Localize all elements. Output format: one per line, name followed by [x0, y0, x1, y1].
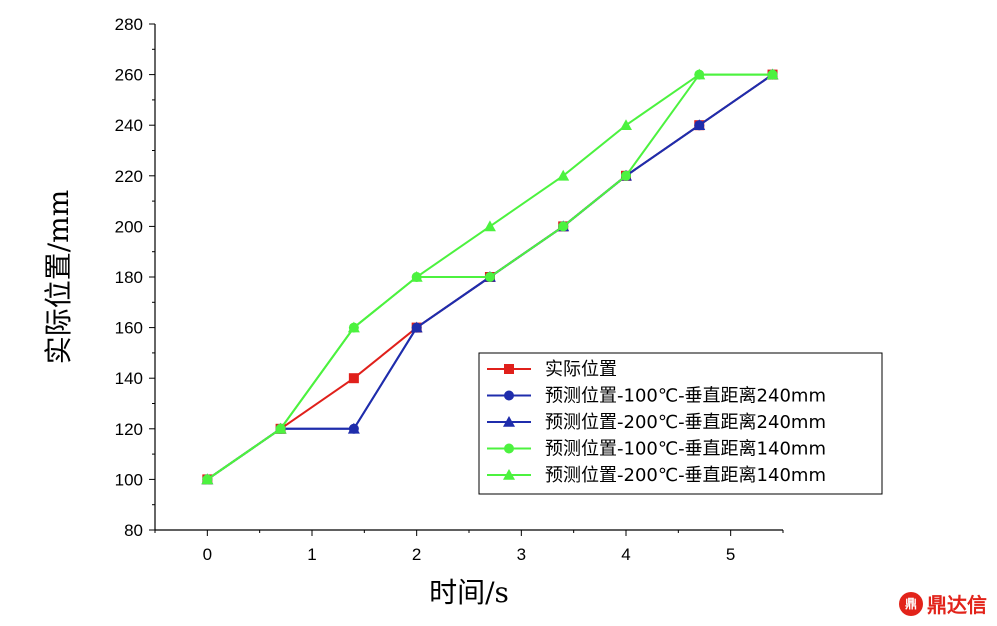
x-tick-label: 5: [726, 545, 735, 564]
x-tick-label: 4: [621, 545, 630, 564]
legend-item: 预测位置-200℃-垂直距离240mm: [487, 412, 826, 433]
data-point: [558, 221, 569, 232]
watermark-logo-icon: 鼎: [899, 591, 923, 616]
legend-box: [478, 352, 883, 495]
x-tick-label: 1: [307, 545, 316, 564]
y-tick-label: 120: [115, 420, 143, 439]
data-point: [557, 169, 570, 181]
data-point: [621, 170, 631, 181]
data-point: [274, 422, 287, 434]
data-point: [484, 272, 495, 282]
legend-item: 预测位置-200℃-垂直距离140mm: [487, 465, 826, 486]
legend-label: 实际位置: [545, 359, 617, 380]
y-axis-title: 实际位置/mm: [42, 190, 75, 365]
x-tick-label: 2: [412, 545, 421, 564]
legend-label: 预测位置-200℃-垂直距离140mm: [545, 465, 826, 486]
watermark: 鼎 鼎达信: [899, 589, 987, 618]
legend-label: 预测位置-100℃-垂直距离140mm: [545, 439, 826, 460]
legend-item: 预测位置-100℃-垂直距离140mm: [487, 439, 826, 460]
legend-marker: [503, 416, 515, 427]
data-point: [201, 473, 214, 485]
y-tick-label: 240: [115, 116, 143, 135]
legend-label: 预测位置-100℃-垂直距离240mm: [545, 386, 826, 407]
data-point: [410, 271, 423, 282]
axes-layer: 80 100 120 140 160 180 200 220 240 260 280 0 1 2 3 4 5: [115, 15, 784, 564]
y-tick-label: 280: [115, 15, 143, 34]
y-tick-label: 100: [115, 470, 143, 489]
data-point: [693, 68, 706, 80]
y-tick-label: 200: [115, 217, 143, 236]
y-tick-label: 140: [115, 369, 143, 388]
legend-marker: [504, 390, 514, 401]
data-point: [693, 119, 706, 130]
series-5: [201, 68, 779, 485]
y-tick-label: 180: [115, 268, 143, 287]
y-tick-label: 80: [124, 521, 143, 540]
legend-label: 预测位置-200℃-垂直距离240mm: [545, 412, 826, 433]
legend-marker: [504, 443, 514, 454]
legend-item: 实际位置: [487, 359, 617, 380]
y-tick-label: 160: [115, 319, 143, 338]
legend-item: 预测位置-100℃-垂直距离240mm: [487, 386, 826, 407]
data-point: [348, 373, 359, 384]
y-tick-label: 260: [115, 66, 143, 85]
y-tick-label: 220: [115, 167, 143, 186]
data-point: [620, 119, 632, 130]
data-point: [483, 220, 496, 232]
x-tick-label: 3: [517, 545, 526, 564]
data-point: [347, 321, 360, 333]
data-point: [766, 68, 779, 80]
x-axis-title: 时间/s: [429, 576, 509, 609]
legend-marker: [503, 469, 515, 480]
data-point: [410, 321, 423, 333]
legend-marker: [504, 364, 514, 374]
watermark-text: 鼎达信: [927, 593, 987, 617]
data-point: [347, 422, 360, 434]
x-tick-label: 0: [203, 545, 212, 564]
series-layer: [201, 68, 779, 485]
